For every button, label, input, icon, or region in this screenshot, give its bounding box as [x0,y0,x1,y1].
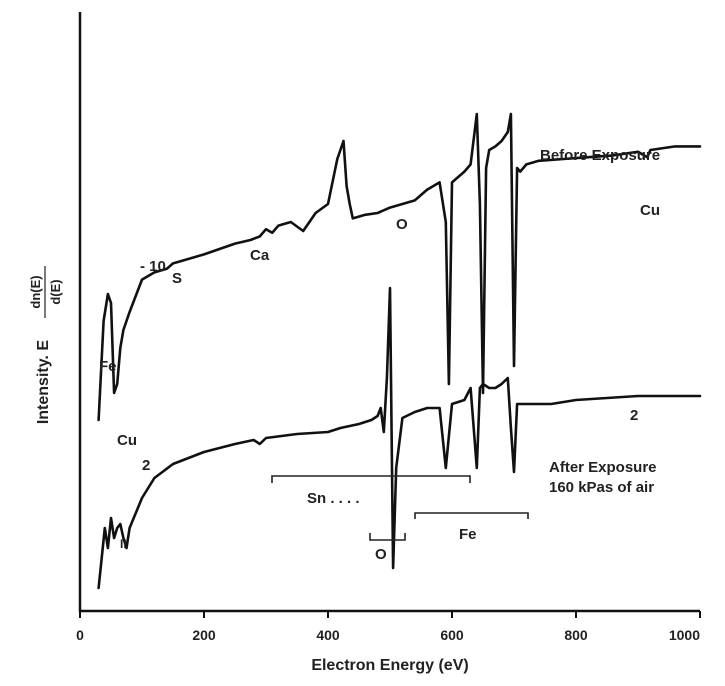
x-tick-label: 0 [76,627,84,643]
x-tick-label: 1000 [669,627,700,643]
x-tick-label: 400 [316,627,340,643]
x-tick-label: 800 [564,627,588,643]
o-bracket [369,533,406,541]
y-axis-title-denominator: d(E) [48,279,63,304]
annotation-o-before: O [396,216,408,233]
series-before-exposure-line [97,112,702,422]
fe-bracket [414,512,529,519]
annotation-fe-after: Fe [459,526,477,543]
annotation-sn: Sn . . . . [307,490,360,507]
sn-bracket [271,475,471,483]
annotation-times-10: - 10 [140,258,166,275]
x-axis-title: Electron Energy (eV) [311,657,468,674]
annotation-scale-2-right: 2 [630,407,638,424]
annotation-cu-after: Cu [117,432,137,449]
annotation-o-after: O [375,546,387,563]
annotation-160-kpas-air: 160 kPas of air [549,479,654,496]
series-after-exposure-line [97,286,702,590]
annotation-ca: Ca [250,247,270,264]
y-axis-title: Intensity. E dn(E) d(E) [28,266,63,424]
y-axis-title-numerator: dn(E) [28,275,43,308]
annotation-before-exposure: Before Exposure [540,147,660,164]
annotation-cu-before: Cu [640,202,660,219]
annotation-fe-before: Fe [99,358,117,375]
annotation-after-exposure: After Exposure [549,459,657,476]
y-axis-title-prefix: Intensity. E [35,340,52,424]
x-tick-label: 200 [192,627,216,643]
annotation-scale-2-left: 2 [142,457,150,474]
annotation-s: S [172,270,182,287]
x-tick-label: 600 [440,627,464,643]
annotation-ii: II [120,537,127,551]
x-tick-group: 0 200 400 600 800 1000 [76,611,701,643]
